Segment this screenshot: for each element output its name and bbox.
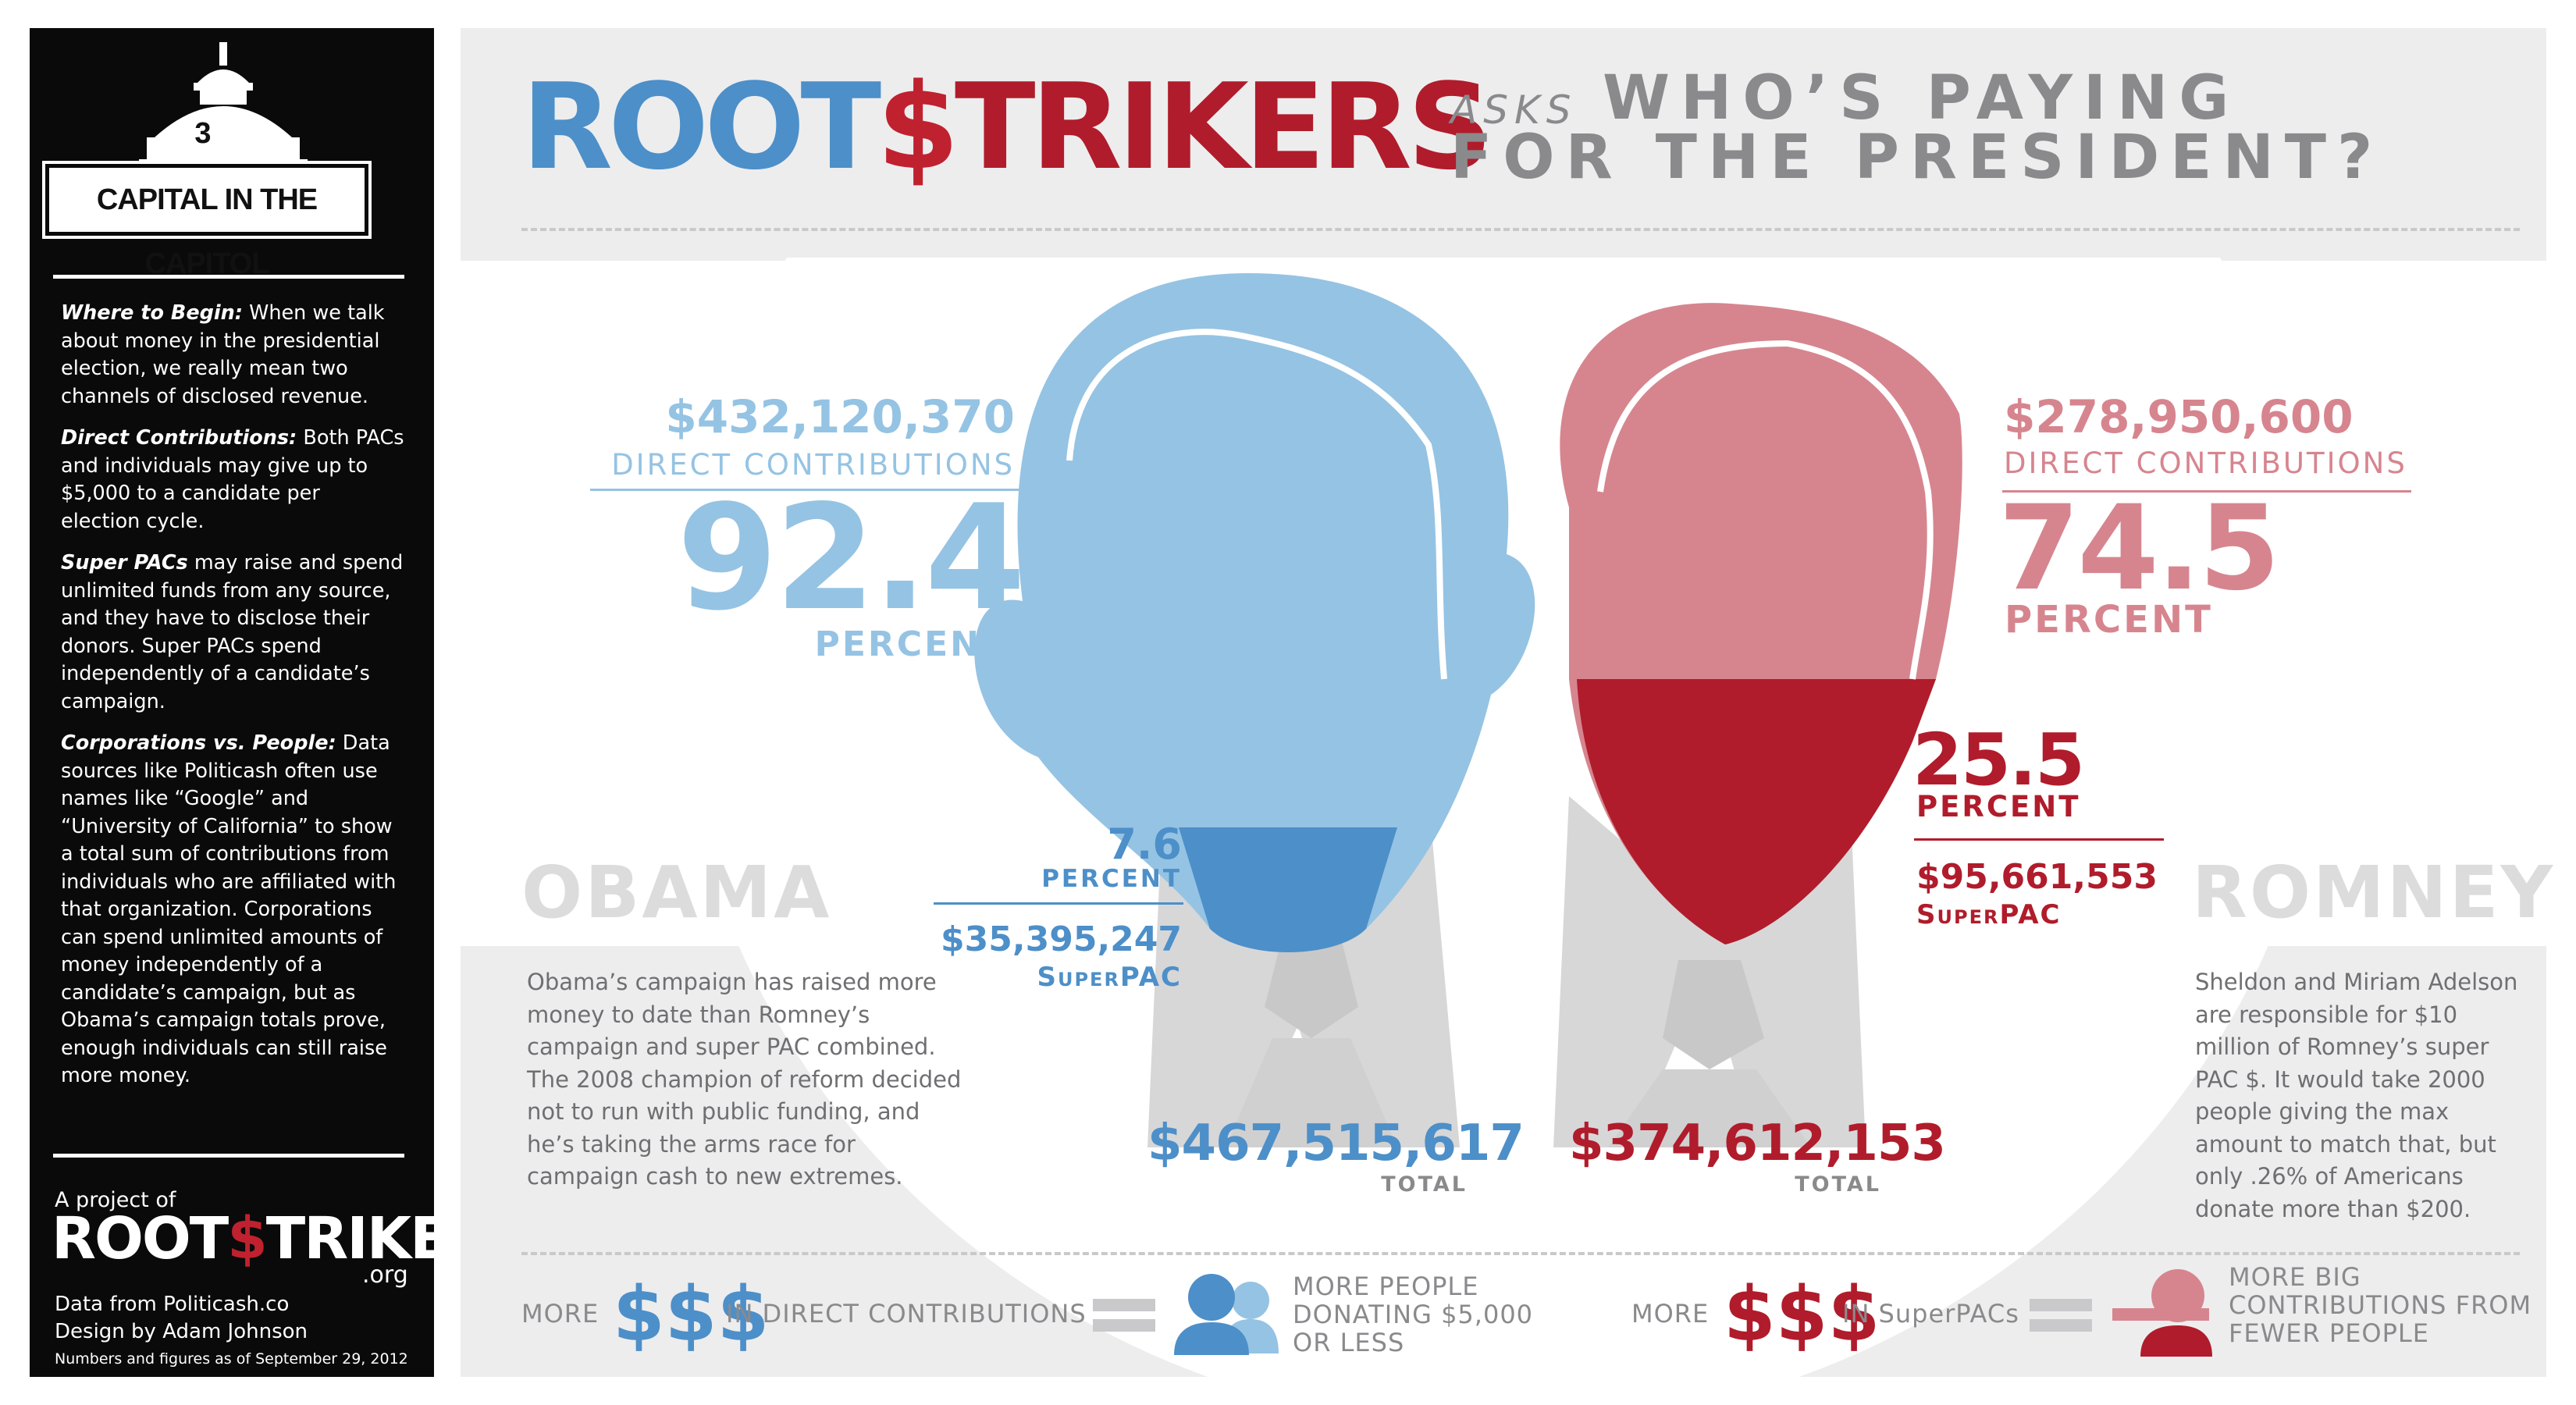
blue-dollar-icon: $$$: [613, 1271, 770, 1358]
section-body: Data sources like Politicash often use n…: [61, 731, 397, 1087]
romney-direct-label: DIRECT CONTRIBUTIONS: [2004, 446, 2407, 480]
obama-superpac-percent-label: PERCENT: [1041, 865, 1182, 893]
romney-superpac-amount: $95,661,553: [1916, 857, 2158, 897]
legend-line: DONATING $5,000: [1293, 1300, 1534, 1329]
legend-line: MORE BIG: [2229, 1262, 2361, 1292]
obama-head: [974, 273, 1535, 952]
obama-superpac-amount: $35,395,247: [941, 919, 1182, 959]
sidebar-text: Where to Begin: When we talk about money…: [61, 300, 404, 1104]
romney-total: $374,612,153: [1569, 1115, 1946, 1172]
romney-direct-percent: 74.5: [1998, 481, 2280, 617]
romney-superpac-percent-label: PERCENT: [1916, 790, 2081, 823]
obama-direct-amount: $432,120,370: [665, 390, 1015, 443]
logo-left: ROOT: [52, 1205, 229, 1272]
issue-number: 3: [194, 117, 212, 150]
sidebar-section: Direct Contributions: Both PACs and indi…: [61, 425, 404, 535]
obama-superpac-rule: [934, 902, 1183, 905]
legend-line: MORE PEOPLE: [1293, 1272, 1479, 1301]
legend-more-people: MORE PEOPLE DONATING $5,000 OR LESS: [1293, 1272, 1533, 1357]
logo-left: ROOT: [521, 58, 881, 196]
section-heading: Where to Begin:: [61, 301, 243, 325]
logo-right: TRIKERS: [954, 58, 1493, 196]
sidebar-divider: [53, 1154, 404, 1158]
obama-superpac-percent: 7.6: [1107, 820, 1182, 869]
legend-more-big: MORE BIG CONTRIBUTIONS FROM FEWER PEOPLE: [2229, 1263, 2532, 1347]
sidebar: [30, 28, 434, 1377]
equals-icon: [2030, 1299, 2092, 1332]
romney-direct-amount: $278,950,600: [2004, 390, 2354, 443]
obama-superpac-label: SuperPAC: [1037, 962, 1182, 993]
romney-collar-right: [1694, 796, 1866, 1147]
legend-in-superpacs: IN SuperPACs: [1842, 1299, 2019, 1329]
obama-tie: [1226, 1038, 1397, 1147]
romney-paragraph: Sheldon and Miriam Adelson are responsib…: [2195, 969, 2518, 1222]
legend-more-superpac: MORE: [1631, 1299, 1710, 1329]
obama-total: $467,515,617: [1147, 1115, 1525, 1172]
header-panel: [461, 28, 2546, 261]
people-icon: [1174, 1274, 1279, 1355]
romney-superpac-rule: [1914, 838, 2164, 841]
credits: Data from Politicash.co Design by Adam J…: [55, 1291, 308, 1346]
sidebar-section: Super PACs may raise and spend unlimited…: [61, 550, 404, 716]
capital-badge: CAPITAL IN THE CAPITOL: [42, 161, 372, 280]
data-credit: Data from Politicash.co: [55, 1293, 290, 1316]
romney-direct-rule: [2002, 490, 2411, 493]
obama-direct-rule: [590, 489, 1027, 491]
obama-superpac-fill: [1179, 827, 1397, 952]
obama-direct-label: DIRECT CONTRIBUTIONS: [611, 448, 1015, 482]
romney-tie: [1608, 1069, 1811, 1147]
romney-superpac-label: SuperPAC: [1916, 899, 2062, 930]
sidebar-section: Where to Begin: When we talk about money…: [61, 300, 404, 411]
obama-name: OBAMA: [521, 851, 832, 934]
red-dollar-icon: $$$: [1724, 1271, 1880, 1358]
as-of-date: Numbers and figures as of September 29, …: [55, 1350, 408, 1368]
logo-dollar: $: [877, 58, 959, 196]
romney-direct-percent-label: PERCENT: [2005, 598, 2213, 642]
sidebar-section: Corporations vs. People: Data sources li…: [61, 730, 404, 1090]
section-heading: Corporations vs. People:: [61, 731, 336, 755]
obama-direct-percent: 92.4: [677, 473, 1026, 642]
headline-line1: WHO’S PAYING: [1603, 63, 2240, 133]
section-body: may raise and spend unlimited funds from…: [61, 551, 404, 713]
capitol-dome-icon: [139, 42, 308, 167]
asks-label: ASKS: [1450, 87, 1578, 133]
big-donor-icon: [2112, 1269, 2212, 1357]
legend-in-direct: IN DIRECT CONTRIBUTIONS: [726, 1299, 1087, 1329]
sidebar-logo: ROOT$TRIKERS: [52, 1205, 532, 1272]
obama-direct-percent-label: PERCENT: [814, 624, 1007, 664]
romney-tie-knot: [1663, 960, 1764, 1069]
obama-paragraph: Obama’s campaign has raised more money t…: [527, 969, 962, 1190]
design-credit: Design by Adam Johnson: [55, 1320, 308, 1343]
section-heading: Super PACs: [61, 551, 188, 574]
legend-line: OR LESS: [1293, 1328, 1405, 1357]
romney-collar-left: [1553, 796, 1725, 1147]
legend-line: CONTRIBUTIONS FROM: [2229, 1290, 2532, 1320]
legend-line: FEWER PEOPLE: [2229, 1318, 2429, 1348]
obama-total-label: TOTAL: [1381, 1172, 1468, 1197]
sidebar-divider: [53, 275, 404, 279]
legend-more-direct: MORE: [521, 1299, 600, 1329]
logo-suffix: .org: [362, 1261, 408, 1289]
romney-superpac-fill: [1577, 679, 1936, 944]
logo-dollar: $: [227, 1205, 267, 1272]
headline-line2: FOR THE PRESIDENT?: [1450, 123, 2384, 193]
romney-superpac-percent: 25.5: [1912, 718, 2085, 802]
headline: WHO’S PAYING FOR THE PRESIDENT?: [1450, 63, 2383, 188]
section-heading: Direct Contributions:: [61, 426, 297, 450]
legend-divider: [521, 1252, 2520, 1255]
romney-name: ROMNEY: [2192, 851, 2556, 934]
header-divider: [521, 228, 2520, 231]
rootstrikers-title-logo: ROOT$TRIKERS: [521, 58, 1493, 196]
project-of: A project of: [55, 1188, 176, 1212]
equals-icon: [1093, 1299, 1155, 1332]
romney-total-label: TOTAL: [1795, 1172, 1881, 1197]
section-body: When we talk about money in the presiden…: [61, 301, 385, 408]
heads-illustration: [676, 258, 2331, 1382]
section-body: Both PACs and individuals may give up to…: [61, 426, 404, 533]
